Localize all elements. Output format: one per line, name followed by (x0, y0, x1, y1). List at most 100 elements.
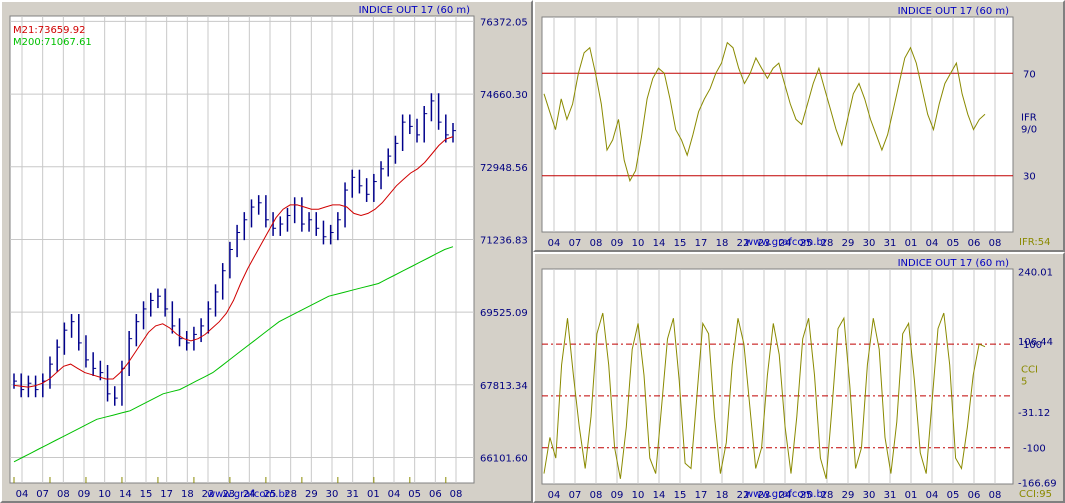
x-tick-label: 08 (989, 490, 1002, 501)
cci-panel: 04 07 08 09 10 14 15 17 18 22 23 24 25 28 29 30 31 01 04 05… (533, 252, 1065, 503)
x-tick-label: 06 (429, 489, 442, 500)
series-line-m21 (13, 136, 454, 388)
x-tick-label: 29 (842, 490, 855, 501)
x-tick-label: 04 (926, 490, 939, 501)
x-tick-label: 04 (548, 490, 561, 501)
x-tick-label: 28 (821, 238, 834, 249)
indicator-footer: IFR:54 (1019, 237, 1050, 248)
x-tick-label: 25 (800, 490, 813, 501)
x-tick-label: 28 (284, 489, 297, 500)
price-panel: 76372.05 74660.30 72948.56 71236.83 69525.09… (0, 0, 533, 503)
y-tick-label: 74660.30 (480, 90, 528, 101)
x-tick-label: 05 (947, 490, 960, 501)
x-tick-label: 18 (716, 490, 729, 501)
level-label: 100 (1023, 340, 1042, 351)
plot-area (541, 268, 1014, 485)
y-tick-label: -31.12 (1018, 408, 1050, 419)
x-tick-label: 15 (674, 238, 687, 249)
x-tick-label: 09 (611, 238, 624, 249)
x-tick-label: 25 (800, 238, 813, 249)
x-tick-label: 07 (569, 490, 582, 501)
x-tick-label: 28 (821, 490, 834, 501)
y-tick-label: 69525.09 (480, 308, 528, 319)
x-tick-label: 05 (947, 238, 960, 249)
price-chart: 76372.05 74660.30 72948.56 71236.83 69525.09… (9, 5, 528, 500)
x-tick-label: 08 (57, 489, 70, 500)
chart-title: INDICE OUT 17 (60 m) (898, 258, 1009, 269)
x-tick-label: 14 (119, 489, 132, 500)
x-tick-label: 30 (863, 238, 876, 249)
x-tick-label: 29 (305, 489, 318, 500)
x-tick-label: 04 (548, 238, 561, 249)
x-tick-label: 08 (450, 489, 463, 500)
ifr-chart: 04 07 08 09 10 14 15 17 18 22 23 24 25 28 29 30 31 01 04 05… (541, 6, 1050, 249)
y-tick-label: 67813.34 (480, 381, 528, 392)
x-tick-label: 14 (653, 238, 666, 249)
y-tick-label: -166.69 (1018, 478, 1057, 489)
watermark: www.grafcom.br (745, 489, 828, 500)
x-tick-label: 23 (758, 490, 771, 501)
x-tick-label: 31 (884, 238, 897, 249)
x-tick-label: 08 (989, 238, 1002, 249)
y-tick-label: 66101.60 (480, 453, 528, 464)
x-tick-label: 01 (905, 490, 918, 501)
series-line-m200 (13, 246, 454, 463)
indicator-name: CCI (1021, 365, 1038, 376)
legend-entry: M21:73659.92 (13, 25, 85, 36)
legend-entry: M200:71067.61 (13, 37, 92, 48)
indicator-name: IFR (1021, 113, 1037, 124)
x-tick-label: 23 (758, 238, 771, 249)
x-tick-label: 09 (611, 490, 624, 501)
x-tick-label: 08 (590, 238, 603, 249)
x-tick-label: 24 (779, 238, 792, 249)
y-tick-label: 240.01 (1018, 268, 1053, 279)
y-tick-label: 71236.83 (480, 235, 528, 246)
x-tick-label: 10 (632, 490, 645, 501)
x-tick-label: 05 (408, 489, 421, 500)
x-tick-label: 18 (181, 489, 194, 500)
x-tick-label: 24 (243, 489, 256, 500)
indicator-period: 5 (1021, 377, 1027, 388)
series-line-ifr (543, 41, 986, 183)
y-tick-label: 72948.56 (480, 163, 528, 174)
x-tick-label: 07 (36, 489, 49, 500)
x-tick-label: 01 (367, 489, 380, 500)
level-label: 30 (1023, 172, 1036, 183)
x-tick-label: 15 (140, 489, 153, 500)
x-tick-label: 22 (737, 238, 750, 249)
x-tick-label: 23 (222, 489, 235, 500)
x-tick-label: 08 (590, 490, 603, 501)
x-tick-label: 15 (674, 490, 687, 501)
x-tick-label: 09 (78, 489, 91, 500)
series-line-cci (543, 312, 986, 479)
x-tick-label: 04 (16, 489, 29, 500)
x-tick-label: 17 (160, 489, 173, 500)
x-tick-label: 17 (695, 490, 708, 501)
x-tick-label: 22 (737, 490, 750, 501)
x-tick-label: 10 (98, 489, 111, 500)
x-tick-label: 04 (388, 489, 401, 500)
level-label: -100 (1023, 444, 1046, 455)
watermark: www.grafcom.br (745, 237, 828, 248)
x-tick-label: 10 (632, 238, 645, 249)
indicator-period: 9/0 (1021, 125, 1037, 136)
x-tick-label: 22 (202, 489, 215, 500)
plot-area (541, 16, 1014, 233)
x-tick-label: 29 (842, 238, 855, 249)
x-tick-label: 14 (653, 490, 666, 501)
x-tick-label: 01 (905, 238, 918, 249)
chart-title: INDICE OUT 17 (60 m) (359, 5, 470, 16)
level-label: 70 (1023, 69, 1036, 80)
x-tick-label: 25 (264, 489, 277, 500)
y-tick-label: 106.44 (1018, 337, 1053, 348)
ifr-panel: 04 07 08 09 10 14 15 17 18 22 23 24 25 28 29 30 31 01 04 05… (533, 0, 1065, 252)
x-tick-label: 18 (716, 238, 729, 249)
indicator-footer: CCI:95 (1019, 489, 1052, 500)
x-tick-label: 30 (863, 490, 876, 501)
x-tick-label: 30 (326, 489, 339, 500)
x-tick-label: 17 (695, 238, 708, 249)
x-tick-label: 24 (779, 490, 792, 501)
x-tick-label: 06 (968, 490, 981, 501)
chart-title: INDICE OUT 17 (60 m) (898, 6, 1009, 17)
x-tick-label: 31 (884, 490, 897, 501)
